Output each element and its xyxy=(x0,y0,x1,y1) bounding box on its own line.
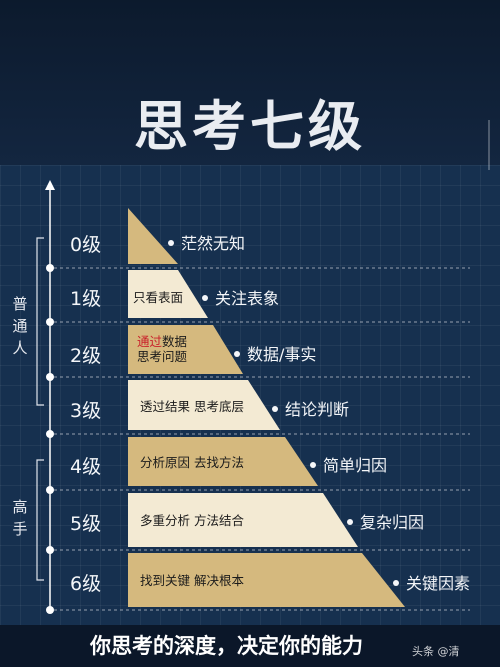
bracket-expert xyxy=(36,459,44,581)
pyramid-level-4 xyxy=(128,437,318,486)
bullet-icon xyxy=(168,239,174,246)
bracket-normal xyxy=(36,237,44,406)
band-text-3: 透过结果 思考底层 xyxy=(140,399,244,414)
pyramid-level-2 xyxy=(128,325,243,374)
level-label-4: 4级 xyxy=(70,456,102,478)
bullet-icon xyxy=(310,461,316,468)
pyramid-level-5 xyxy=(128,493,358,547)
bullet-icon xyxy=(202,294,208,301)
band-text-2-rest: 数据 xyxy=(162,334,188,349)
axis-marker-2 xyxy=(46,373,54,381)
group-label-expert: 高手 xyxy=(12,498,28,538)
axis-marker-3 xyxy=(46,430,54,438)
axis-marker-1 xyxy=(46,318,54,326)
decorative-line xyxy=(488,120,490,170)
band-text-1: 只看表面 xyxy=(133,290,184,305)
pyramid-level-3 xyxy=(128,380,280,430)
band-text-2: 通过数据 思考问题 xyxy=(137,334,187,364)
band-text-2-highlight: 通过 xyxy=(137,334,163,349)
pyramid-level-0 xyxy=(128,208,178,264)
band-text-5: 多重分析 方法结合 xyxy=(140,513,244,528)
result-5: 复杂归因 xyxy=(347,509,424,533)
result-0: 茫然无知 xyxy=(168,230,245,254)
watermark: 头条 @清 xyxy=(412,645,460,658)
bullet-icon xyxy=(347,518,353,525)
bullet-icon xyxy=(234,350,240,357)
axis-arrow-icon xyxy=(45,180,55,190)
result-6: 关键因素 xyxy=(393,570,470,594)
band-text-2-line2: 思考问题 xyxy=(137,349,188,364)
band-text-4: 分析原因 去找方法 xyxy=(140,455,244,470)
result-3: 结论判断 xyxy=(272,396,349,420)
footer-band xyxy=(0,625,500,667)
axis-marker-6 xyxy=(46,606,54,614)
footer-slogan: 你思考的深度，决定你的能力 xyxy=(90,633,363,658)
band-text-6: 找到关键 解决根本 xyxy=(140,573,244,588)
pyramid-level-1 xyxy=(128,270,208,318)
level-label-2: 2级 xyxy=(70,345,102,367)
result-2: 数据/事实 xyxy=(234,341,316,365)
axis-marker-5 xyxy=(46,546,54,554)
level-label-5: 5级 xyxy=(70,513,102,535)
level-label-3: 3级 xyxy=(70,400,102,422)
header-band xyxy=(0,0,500,165)
result-1: 关注表象 xyxy=(202,285,279,309)
group-label-normal: 普通人 xyxy=(12,295,28,357)
result-4: 简单归因 xyxy=(310,452,387,476)
bullet-icon xyxy=(272,405,278,412)
axis-marker-4 xyxy=(46,486,54,494)
pyramid-level-6 xyxy=(128,553,405,607)
page-title: 思考七级 xyxy=(134,94,366,158)
level-label-6: 6级 xyxy=(70,573,102,595)
level-label-0: 0级 xyxy=(70,234,102,256)
level-label-1: 1级 xyxy=(70,288,102,310)
bullet-icon xyxy=(393,579,399,586)
axis-marker-0 xyxy=(46,264,54,272)
